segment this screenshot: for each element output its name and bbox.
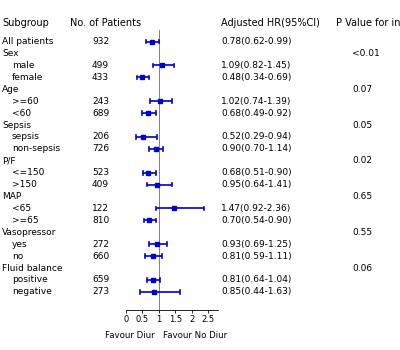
Text: Sepsis: Sepsis — [2, 120, 31, 130]
Text: P/F: P/F — [2, 156, 16, 165]
Text: <65: <65 — [12, 204, 31, 213]
Text: 0.90(0.70-1.14): 0.90(0.70-1.14) — [221, 145, 292, 153]
Text: >=60: >=60 — [12, 97, 39, 106]
Text: no: no — [12, 252, 23, 261]
Text: 0.48(0.34-0.69): 0.48(0.34-0.69) — [221, 73, 292, 82]
Text: 932: 932 — [92, 37, 109, 46]
Text: Subgroup: Subgroup — [2, 18, 49, 28]
Text: All patients: All patients — [2, 37, 53, 46]
Text: No. of Patients: No. of Patients — [70, 18, 141, 28]
Text: 0.52(0.29-0.94): 0.52(0.29-0.94) — [221, 133, 292, 141]
Text: <60: <60 — [12, 108, 31, 118]
Text: Age: Age — [2, 85, 20, 94]
Text: yes: yes — [12, 240, 28, 249]
Text: 0.93(0.69-1.25): 0.93(0.69-1.25) — [221, 240, 292, 249]
Text: Vasopressor: Vasopressor — [2, 228, 56, 237]
Text: 726: 726 — [92, 145, 109, 153]
Text: 810: 810 — [92, 216, 109, 225]
Text: 660: 660 — [92, 252, 109, 261]
Text: P Value for interaction: P Value for interaction — [336, 18, 400, 28]
Text: 1.02(0.74-1.39): 1.02(0.74-1.39) — [221, 97, 292, 106]
Text: 0.65: 0.65 — [352, 192, 372, 201]
Text: 433: 433 — [92, 73, 109, 82]
Text: 0.68(0.51-0.90): 0.68(0.51-0.90) — [221, 168, 292, 177]
Text: 1.47(0.92-2.36): 1.47(0.92-2.36) — [221, 204, 292, 213]
Text: 0.05: 0.05 — [352, 120, 372, 130]
Text: Sex: Sex — [2, 49, 19, 58]
Text: 0.85(0.44-1.63): 0.85(0.44-1.63) — [221, 287, 292, 296]
Text: sepsis: sepsis — [12, 133, 40, 141]
Text: Adjusted HR(95%CI): Adjusted HR(95%CI) — [221, 18, 320, 28]
Text: 523: 523 — [92, 168, 109, 177]
Text: 409: 409 — [92, 180, 109, 189]
Text: positive: positive — [12, 275, 48, 285]
Text: Favour Diur: Favour Diur — [105, 330, 155, 340]
Text: <=150: <=150 — [12, 168, 44, 177]
Text: 499: 499 — [92, 61, 109, 70]
Text: 206: 206 — [92, 133, 109, 141]
Text: male: male — [12, 61, 34, 70]
Text: 0.55: 0.55 — [352, 228, 372, 237]
Text: 0.95(0.64-1.41): 0.95(0.64-1.41) — [221, 180, 292, 189]
Text: MAP: MAP — [2, 192, 21, 201]
Text: 273: 273 — [92, 287, 109, 296]
Text: 0.06: 0.06 — [352, 264, 372, 273]
Text: Fluid balance: Fluid balance — [2, 264, 62, 273]
Text: Favour No Diur: Favour No Diur — [163, 330, 227, 340]
Text: 0.02: 0.02 — [352, 156, 372, 165]
Text: 0.68(0.49-0.92): 0.68(0.49-0.92) — [221, 108, 292, 118]
Text: <0.01: <0.01 — [352, 49, 380, 58]
Text: 122: 122 — [92, 204, 109, 213]
Text: 0.07: 0.07 — [352, 85, 372, 94]
Text: 272: 272 — [92, 240, 109, 249]
Text: 689: 689 — [92, 108, 109, 118]
Text: 243: 243 — [92, 97, 109, 106]
Text: 1.09(0.82-1.45): 1.09(0.82-1.45) — [221, 61, 292, 70]
Text: 0.70(0.54-0.90): 0.70(0.54-0.90) — [221, 216, 292, 225]
Text: 0.81(0.59-1.11): 0.81(0.59-1.11) — [221, 252, 292, 261]
Text: 659: 659 — [92, 275, 109, 285]
Text: non-sepsis: non-sepsis — [12, 145, 60, 153]
Text: >=65: >=65 — [12, 216, 39, 225]
Text: 0.81(0.64-1.04): 0.81(0.64-1.04) — [221, 275, 292, 285]
Text: female: female — [12, 73, 43, 82]
Text: negative: negative — [12, 287, 52, 296]
Text: >150: >150 — [12, 180, 37, 189]
Text: 0.78(0.62-0.99): 0.78(0.62-0.99) — [221, 37, 292, 46]
